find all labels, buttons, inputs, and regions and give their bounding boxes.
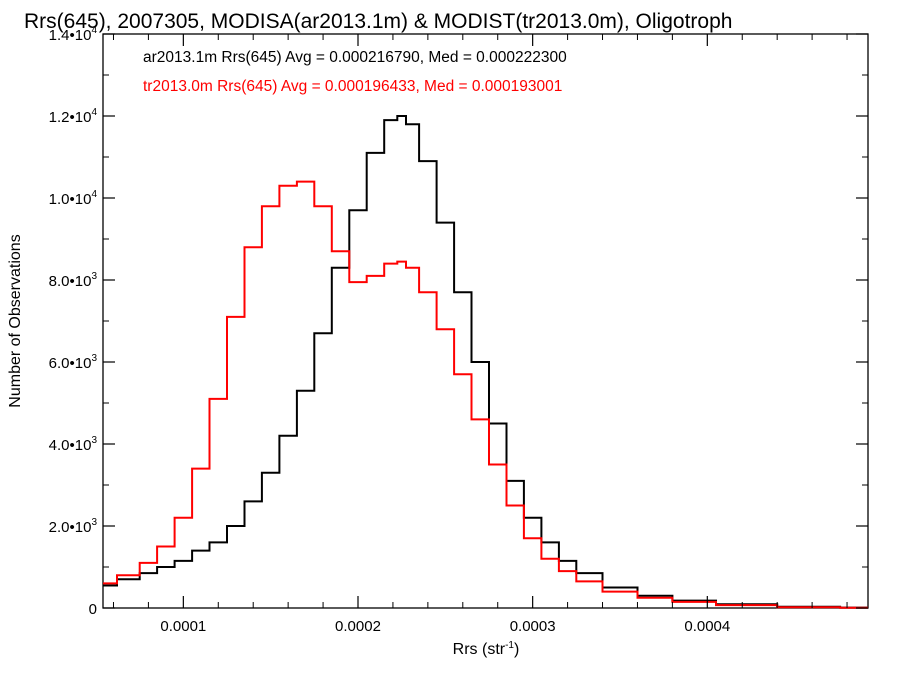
y-axis: 0 2.0•103 4.0•103 6.0•103 8.0•103 1.0•104 1.2•… (49, 25, 868, 618)
y-tick-label: 2.0•103 (49, 517, 98, 536)
x-tick-label: 0.0002 (335, 618, 381, 635)
y-tick-label: 1.4•104 (49, 25, 98, 44)
series-line-1 (103, 180, 868, 609)
x-tick-label: 0.0001 (160, 618, 206, 635)
y-tick-label: 0 (89, 601, 97, 618)
y-tick-label: 1.0•104 (49, 189, 98, 208)
x-axis: 0.0001 0.0002 0.0003 0.0004 (112, 34, 848, 635)
x-axis-title: Rrs (str-1) (453, 640, 520, 658)
x-tick-label: 0.0004 (684, 618, 730, 635)
chart-title: Rrs(645), 2007305, MODISA(ar2013.1m) & M… (24, 10, 732, 33)
x-tick-label: 0.0003 (510, 618, 556, 635)
plot-frame (102, 33, 869, 609)
y-tick-label: 8.0•103 (49, 271, 98, 290)
series-line-0 (103, 115, 868, 609)
legend-entry-ar2013: ar2013.1m Rrs(645) Avg = 0.000216790, Me… (143, 49, 567, 66)
y-tick-label: 1.2•104 (49, 107, 98, 126)
y-tick-label: 6.0•103 (49, 353, 98, 372)
y-tick-label: 4.0•103 (49, 435, 98, 454)
legend-entry-tr2013: tr2013.0m Rrs(645) Avg = 0.000196433, Me… (143, 78, 562, 95)
series-layer (103, 115, 868, 609)
y-axis-title: Number of Observations (7, 234, 24, 407)
